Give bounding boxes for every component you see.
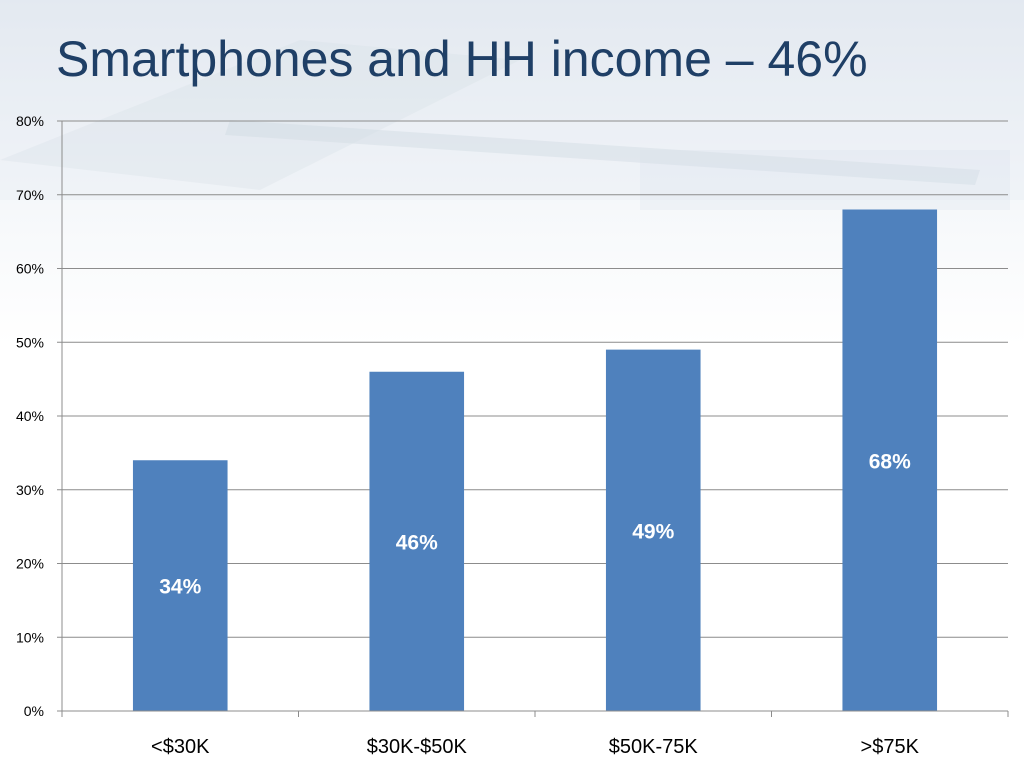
x-category-label: >$75K xyxy=(861,736,920,758)
y-tick-label: 40% xyxy=(16,408,44,424)
data-label: 34% xyxy=(159,576,201,599)
bar xyxy=(132,460,228,711)
y-tick-label: 20% xyxy=(16,556,44,572)
x-category-label: $30K-$50K xyxy=(367,736,468,758)
bar xyxy=(605,349,701,711)
x-category-label: $50K-75K xyxy=(609,736,699,758)
labels: 0% 10% 20% 30% 40% 50% 60% 70% 80% 34% <$30K 46% $30… xyxy=(16,113,920,758)
data-label: 46% xyxy=(396,531,438,554)
bar xyxy=(369,371,465,711)
bars xyxy=(132,209,938,711)
axes xyxy=(57,120,1009,717)
y-tick-label: 80% xyxy=(16,113,44,129)
slide-title: Smartphones and HH income – 46% xyxy=(56,31,868,87)
bar xyxy=(842,209,938,711)
x-category-label: <$30K xyxy=(151,736,210,758)
data-label: 49% xyxy=(632,520,674,543)
y-tick-label: 70% xyxy=(16,187,44,203)
y-tick-label: 0% xyxy=(24,703,44,719)
y-tick-label: 50% xyxy=(16,334,44,350)
y-tick-label: 10% xyxy=(16,629,44,645)
y-tick-label: 30% xyxy=(16,482,44,498)
data-label: 68% xyxy=(869,450,911,473)
y-tick-label: 60% xyxy=(16,261,44,277)
